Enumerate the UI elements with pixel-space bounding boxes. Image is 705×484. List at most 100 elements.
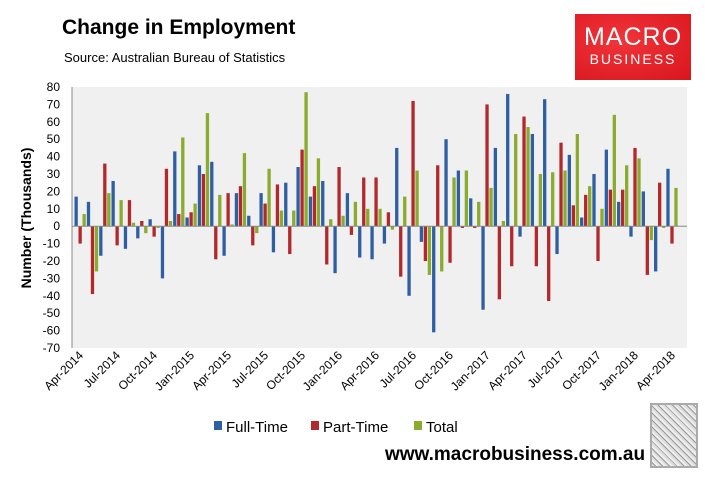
y-tick-label: -60	[43, 324, 61, 338]
bar-full-time-apr-2016	[370, 226, 374, 260]
bar-part-time-jan-2015	[189, 212, 193, 227]
bar-part-time-nov-2014	[164, 168, 169, 227]
bar-total-jun-2017	[551, 172, 555, 227]
bar-part-time-apr-2018	[670, 226, 674, 244]
bar-part-time-jun-2014	[103, 163, 107, 227]
bar-full-time-jun-2017	[543, 99, 547, 227]
bar-part-time-dec-2014	[177, 214, 181, 227]
bar-total-nov-2015	[316, 158, 321, 227]
bar-full-time-jun-2014	[99, 226, 103, 256]
bar-total-mar-2016	[366, 208, 370, 227]
bar-total-apr-2017	[526, 127, 530, 227]
logo-line2: BUSINESS	[589, 51, 677, 67]
bar-part-time-feb-2015	[201, 174, 206, 227]
y-tick-label: 30	[47, 167, 61, 181]
bar-part-time-apr-2015	[226, 193, 230, 227]
bar-total-aug-2014	[131, 222, 136, 227]
x-tick-label: Apr-2016	[337, 348, 382, 393]
bar-full-time-feb-2018	[641, 191, 645, 227]
bar-total-may-2016	[390, 226, 395, 230]
bar-chart: Number (Thousands) 80 70 60 50 40 30 20 10 0 -10 -…	[18, 80, 687, 436]
y-tick-label: -40	[43, 289, 61, 303]
y-tick-label: 10	[47, 202, 61, 216]
y-tick-label: 70	[47, 97, 61, 111]
bar-total-apr-2018	[674, 187, 678, 227]
x-tick-label: Apr-2017	[485, 348, 530, 393]
bar-total-oct-2016	[452, 177, 456, 227]
bar-part-time-may-2014	[90, 226, 95, 295]
bar-part-time-jul-2015	[263, 203, 267, 227]
bar-full-time-apr-2017	[518, 226, 522, 237]
bar-part-time-jun-2015	[251, 226, 255, 246]
bar-total-aug-2016	[427, 226, 432, 275]
y-tick-label: -30	[43, 271, 61, 285]
bar-full-time-aug-2016	[419, 226, 424, 242]
bar-total-feb-2016	[353, 201, 358, 227]
bar-part-time-dec-2016	[473, 226, 477, 228]
bar-part-time-oct-2014	[152, 226, 156, 237]
bar-full-time-feb-2015	[197, 165, 202, 227]
bar-total-apr-2016	[378, 208, 382, 227]
x-tick-label: Jan-2017	[448, 348, 494, 394]
bar-part-time-oct-2015	[300, 149, 304, 227]
bar-total-dec-2014	[181, 137, 185, 227]
bar-total-oct-2017	[600, 208, 604, 227]
y-tick-label: 0	[53, 219, 60, 233]
bar-total-sep-2016	[440, 226, 444, 272]
bar-full-time-jul-2016	[407, 226, 411, 296]
bar-full-time-nov-2016	[456, 170, 461, 227]
x-tick-label: Jan-2016	[300, 348, 346, 394]
bar-full-time-dec-2017	[617, 201, 621, 227]
bar-full-time-aug-2014	[123, 226, 128, 249]
bar-full-time-jan-2018	[629, 226, 633, 237]
bar-total-apr-2014	[82, 214, 86, 227]
bar-total-jan-2018	[637, 158, 641, 227]
bar-full-time-jul-2014	[111, 180, 115, 227]
bar-total-apr-2015	[230, 224, 234, 227]
bar-part-time-nov-2017	[608, 189, 612, 227]
bar-part-time-may-2016	[386, 212, 391, 227]
bar-full-time-sep-2016	[432, 226, 436, 333]
bar-total-mar-2015	[218, 194, 222, 227]
y-axis-label: Number (Thousands)	[18, 148, 34, 289]
bar-full-time-nov-2015	[308, 196, 313, 227]
y-tick-label: 50	[47, 132, 61, 146]
bar-full-time-oct-2016	[444, 139, 448, 227]
bar-part-time-feb-2016	[349, 226, 354, 235]
bar-full-time-dec-2016	[469, 198, 473, 227]
y-tick-label: -70	[43, 341, 61, 355]
macrobusiness-logo: MACRO BUSINESS	[575, 14, 691, 80]
bar-full-time-feb-2016	[345, 193, 350, 227]
bar-part-time-aug-2016	[423, 226, 428, 261]
y-tick-label: 80	[47, 80, 61, 94]
bar-part-time-may-2017	[534, 226, 539, 267]
y-tick-label: -20	[43, 254, 61, 268]
bar-full-time-mar-2016	[358, 226, 362, 258]
bar-total-dec-2016	[477, 201, 481, 227]
bar-total-jun-2015	[255, 226, 259, 234]
bar-full-time-may-2016	[382, 226, 387, 244]
bar-total-mar-2017	[514, 133, 518, 227]
bar-full-time-jan-2017	[481, 226, 485, 310]
bar-part-time-dec-2015	[325, 226, 329, 265]
bar-total-feb-2015	[205, 113, 210, 227]
bar-full-time-sep-2015	[284, 182, 288, 227]
bar-full-time-apr-2014	[74, 196, 78, 227]
bar-total-nov-2016	[464, 170, 469, 227]
legend-swatch-part-time	[311, 421, 319, 430]
bar-part-time-jan-2016	[337, 167, 341, 227]
bar-full-time-aug-2015	[271, 226, 276, 253]
bar-part-time-aug-2015	[275, 184, 280, 227]
logo-line1: MACRO	[583, 23, 683, 51]
x-tick-label: Jan-2015	[152, 348, 198, 394]
y-tick-label: 60	[47, 115, 61, 129]
legend-label: Part-Time	[323, 419, 388, 436]
bar-total-may-2014	[94, 226, 99, 272]
bar-part-time-mar-2017	[510, 226, 514, 267]
bar-full-time-jan-2016	[333, 226, 337, 274]
bar-part-time-sep-2015	[288, 226, 292, 255]
bar-full-time-jul-2017	[555, 226, 559, 255]
bar-total-jun-2014	[107, 193, 111, 227]
bar-part-time-nov-2016	[460, 226, 465, 228]
bar-total-may-2015	[242, 153, 247, 227]
